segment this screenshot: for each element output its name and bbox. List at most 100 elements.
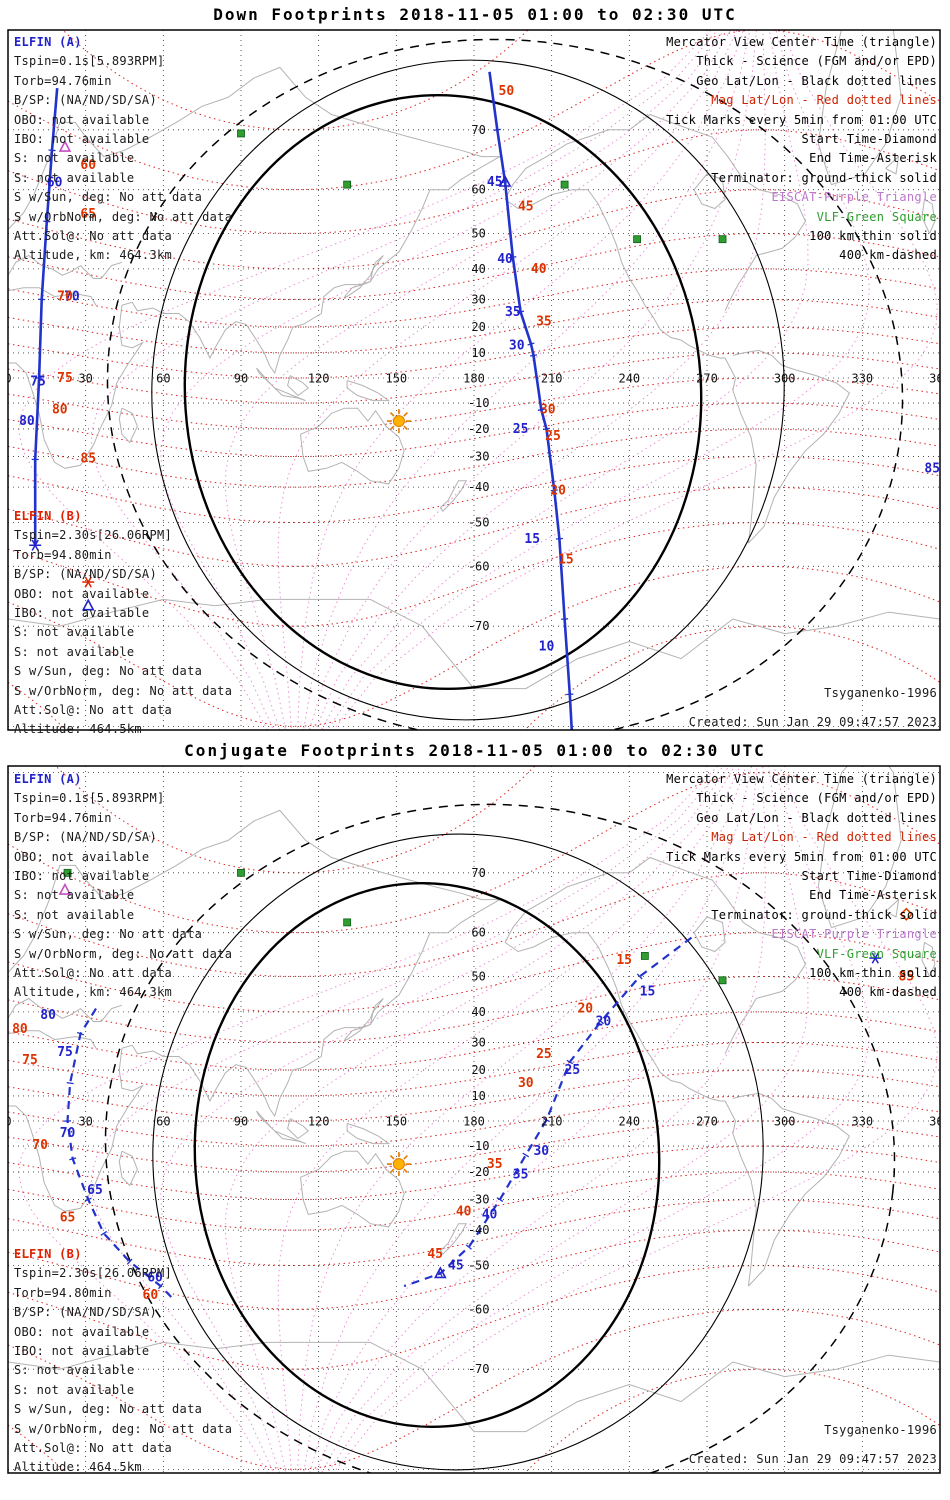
coastline-path: [121, 156, 501, 375]
sat-info-line: S: not available: [14, 625, 135, 640]
mag-meridian-line: [224, 766, 736, 1473]
mag-lat-line: [8, 1308, 940, 1470]
track-tick: [636, 973, 643, 980]
axis-latitude-label: 20: [471, 320, 485, 334]
track-tick: [465, 1244, 472, 1250]
sun-icon: [386, 409, 411, 434]
axis-longitude-label: 360: [929, 372, 950, 386]
track-maglat-label-blue: 15: [524, 532, 540, 547]
sat-info-line: Torb=94.76min: [14, 73, 112, 88]
track-maglat-label-red: 45: [518, 199, 534, 214]
panel1-title: Down Footprints 2018-11-05 01:00 to 02:3…: [213, 5, 737, 24]
eiscat-triangle-icon: [58, 139, 72, 152]
track-maglat-label-red: 65: [60, 1210, 76, 1225]
sat-info-line: Altitude, km: 464.3km: [14, 985, 173, 1000]
axis-latitude-label: 70: [471, 123, 485, 137]
track-maglat-label-red: 25: [545, 429, 561, 444]
sat-info-line: Tspin=2.30s[26.06RPM]: [14, 528, 173, 543]
mag-meridian-line: [90, 30, 719, 730]
track-maglat-label-blue: 40: [482, 1207, 498, 1222]
track-maglat-label-red: 15: [616, 953, 632, 968]
axis-latitude-label: 60: [471, 926, 485, 940]
vlf-square-icon: [640, 952, 649, 960]
sat-info-line: IBO: not available: [14, 132, 150, 147]
panel2-legend: Mercator View Center Time (triangle) Thic…: [666, 770, 937, 1003]
axis-latitude-label: 30: [471, 1035, 485, 1049]
satellite-b-name: ELFIN (B): [14, 1247, 82, 1261]
mag-lat-line: [8, 625, 940, 730]
sat-info-line: B/SP: (NA/ND/SD/SA): [14, 830, 157, 845]
track-maglat-label-blue: 10: [539, 639, 555, 654]
sun-ray: [389, 412, 395, 417]
sat-info-line: IBO: not available: [14, 606, 150, 621]
track-maglat-label-red: 80: [12, 1022, 28, 1037]
track-maglat-label-red: 30: [540, 403, 556, 418]
axis-latitude-label: 20: [471, 1063, 485, 1077]
track-maglat-label-red: 75: [22, 1053, 38, 1068]
track-maglat-label-blue: 70: [64, 290, 80, 305]
coastline-path: [817, 766, 902, 929]
sat-info-line: Torb=94.80min: [14, 547, 112, 562]
legend-line: Mag Lat/Lon - Red dotted lines: [711, 93, 937, 108]
sat-info-line: Att.Sol@: No att data: [14, 966, 173, 981]
sat-info-line: S w/OrbNorm, deg: No att data: [14, 209, 233, 224]
track-maglat-label-red: 70: [32, 1138, 48, 1153]
created-timestamp: Created: Sun Jan 29 09:47:57 2023: [688, 1452, 937, 1466]
end-time-asterisk-icon: [31, 539, 39, 551]
legend-line: 100 km-thin solid: [809, 966, 937, 981]
legend-line: End Time-Asterisk: [809, 888, 937, 903]
track-maglat-label-red: 80: [52, 403, 68, 418]
axis-longitude-label: 120: [308, 372, 330, 386]
legend-line: Geo Lat/Lon - Black dotted lines: [696, 73, 937, 88]
mag-meridian-line: [160, 30, 725, 730]
center-time-triangle-icon: [498, 174, 512, 187]
terminator-dashed: [104, 803, 896, 1473]
coastline-path: [300, 1150, 405, 1228]
mag-lat-line: [8, 486, 940, 567]
terminator-thick: [183, 93, 703, 691]
mag-meridian-line: [326, 766, 870, 1473]
mag-meridian-line: [18, 766, 719, 1473]
sat-info-line: Altitude: 464.5km: [14, 1460, 142, 1475]
track-maglat-label-red: 20: [550, 483, 566, 498]
terminator-thick: [193, 881, 661, 1429]
sat-info-line: B/SP: (NA/ND/SD/SA): [14, 567, 157, 582]
satellite-track-elfin-a: [488, 71, 574, 730]
satellite-track-elfin-b-conjugate: [66, 1008, 175, 1301]
track-tick: [126, 1258, 133, 1265]
axis-latitude-label: 50: [471, 226, 485, 240]
coastline-path: [256, 367, 306, 402]
axis-latitude-label: 40: [471, 262, 485, 276]
axis-longitude-label: 330: [851, 1115, 873, 1129]
sat-info-line: Altitude, km: 464.3km: [14, 248, 173, 263]
coastline-path: [8, 254, 123, 279]
track-maglat-label-red: 15: [558, 552, 574, 567]
track-maglat-label-blue: 30: [533, 1144, 549, 1159]
coastline-path: [732, 349, 851, 544]
axis-longitude-label: 150: [385, 372, 407, 386]
sat-info-line: S w/Sun, deg: No att data: [14, 1402, 203, 1417]
coastline-path: [885, 898, 900, 918]
sat-info-line: OBO: not available: [14, 112, 150, 127]
vlf-square-icon: [343, 180, 352, 189]
coastline-path: [344, 255, 384, 298]
axis-longitude-label: 270: [696, 1115, 718, 1129]
axis-latitude-label: -70: [468, 1362, 490, 1376]
vlf-square-icon: [63, 868, 72, 877]
vlf-square-icon: [560, 180, 569, 189]
mag-meridian-line: [308, 30, 757, 730]
mag-meridian-line: [160, 766, 730, 1473]
sat-info-line: OBO: not available: [14, 849, 150, 864]
coastline-path: [693, 916, 726, 953]
mag-lat-line: [8, 565, 940, 727]
axis-latitude-label: -60: [468, 1302, 490, 1316]
coastline-path: [8, 598, 940, 690]
mag-meridian-line: [332, 766, 938, 1473]
track-maglat-label-red: 40: [456, 1204, 472, 1219]
track-maglat-label-blue: 80: [40, 1008, 56, 1023]
sat-info-line: Att.Sol@: No att data: [14, 703, 173, 718]
axis-longitude-label: 330: [851, 372, 873, 386]
track-tick: [496, 1197, 504, 1202]
sat-info-line: S: not available: [14, 170, 135, 185]
